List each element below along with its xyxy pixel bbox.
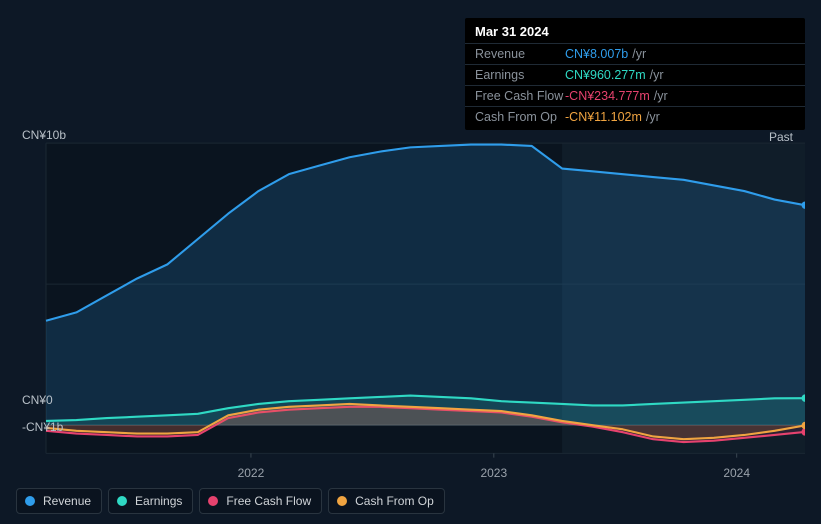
legend-item[interactable]: Free Cash Flow — [199, 488, 322, 514]
x-axis: 2022 2023 2024 — [16, 466, 805, 484]
legend-label: Cash From Op — [355, 494, 434, 508]
tooltip-row: RevenueCN¥8.007b/yr — [465, 43, 805, 64]
x-axis-label: 2024 — [723, 466, 750, 480]
legend-dot — [117, 496, 127, 506]
tooltip-row-value: CN¥960.277m — [565, 68, 646, 82]
tooltip-row-value: CN¥8.007b — [565, 47, 628, 61]
tooltip-row-unit: /yr — [646, 110, 660, 124]
legend-dot — [208, 496, 218, 506]
tooltip-title: Mar 31 2024 — [465, 18, 805, 43]
tooltip-row-label: Revenue — [475, 47, 565, 61]
legend-label: Free Cash Flow — [226, 494, 311, 508]
tooltip-row: Cash From Op-CN¥11.102m/yr — [465, 106, 805, 130]
tooltip-row-unit: /yr — [632, 47, 646, 61]
past-label: Past — [769, 130, 793, 144]
legend-item[interactable]: Cash From Op — [328, 488, 445, 514]
y-axis-label: CN¥10b — [22, 128, 66, 142]
legend-dot — [337, 496, 347, 506]
tooltip-row-value: -CN¥234.777m — [565, 89, 650, 103]
legend-item[interactable]: Earnings — [108, 488, 193, 514]
legend-dot — [25, 496, 35, 506]
tooltip-row-label: Earnings — [475, 68, 565, 82]
tooltip-row-label: Cash From Op — [475, 110, 565, 124]
tooltip-row-label: Free Cash Flow — [475, 89, 565, 103]
legend-label: Revenue — [43, 494, 91, 508]
y-axis-label: -CN¥1b — [22, 420, 63, 434]
tooltip-row: EarningsCN¥960.277m/yr — [465, 64, 805, 85]
financial-chart[interactable]: Past 202220232024 CN¥10bCN¥0-CN¥1b — [16, 124, 805, 464]
tooltip-row-unit: /yr — [654, 89, 668, 103]
legend-label: Earnings — [135, 494, 182, 508]
data-tooltip: Mar 31 2024 RevenueCN¥8.007b/yrEarningsC… — [465, 18, 805, 130]
chart-legend: Revenue Earnings Free Cash Flow Cash From O… — [16, 488, 445, 514]
tooltip-row: Free Cash Flow-CN¥234.777m/yr — [465, 85, 805, 106]
y-axis-label: CN¥0 — [22, 393, 53, 407]
tooltip-row-value: -CN¥11.102m — [565, 110, 642, 124]
x-axis-label: 2022 — [238, 466, 265, 480]
legend-item[interactable]: Revenue — [16, 488, 102, 514]
tooltip-row-unit: /yr — [650, 68, 664, 82]
x-axis-label: 2023 — [480, 466, 507, 480]
